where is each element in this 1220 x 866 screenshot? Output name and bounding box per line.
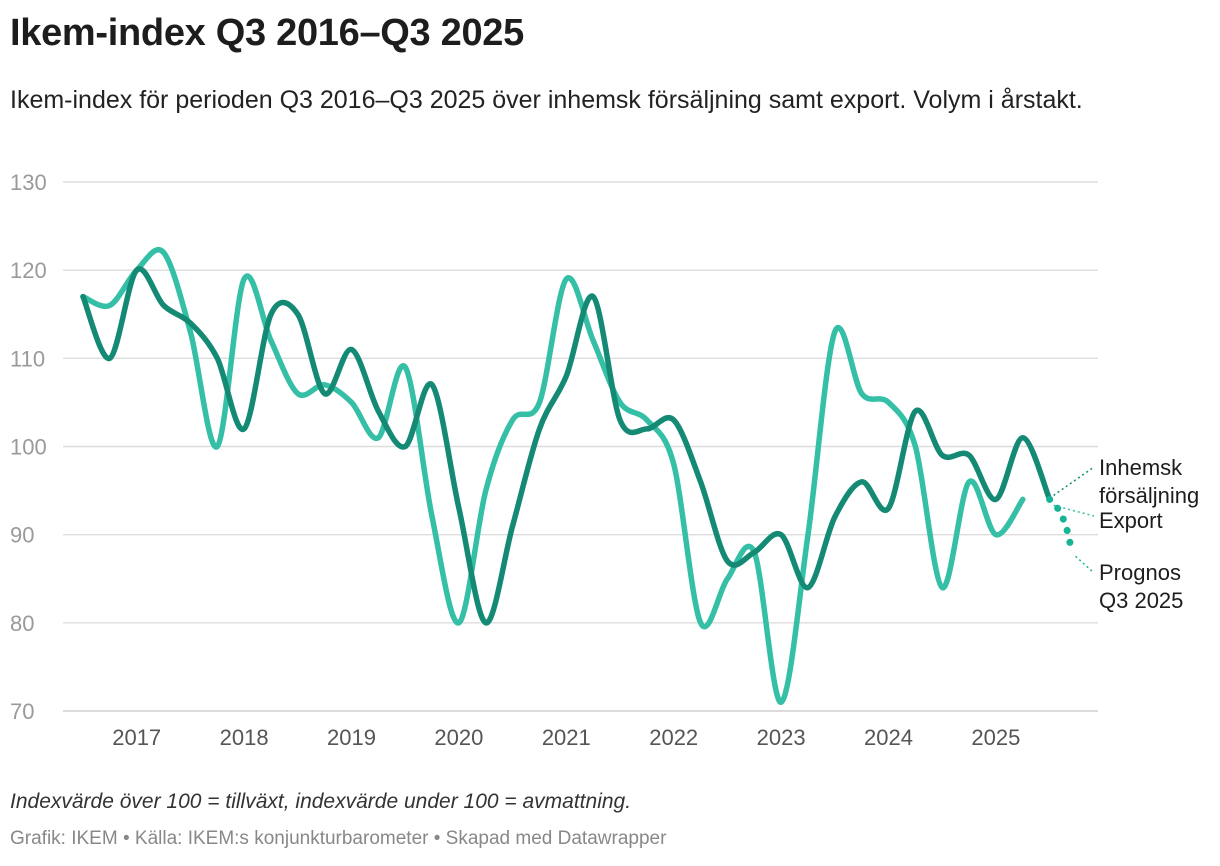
x-tick-2022: 2022: [649, 725, 698, 750]
label-inhemsk: Inhemsk försäljning: [1099, 455, 1199, 508]
leader-inhemsk: [1053, 466, 1095, 497]
label-prognos-line: Prognos: [1099, 560, 1181, 585]
label-prognos-line: Q3 2025: [1099, 588, 1183, 613]
chart-title: Ikem-index Q3 2016–Q3 2025: [10, 12, 524, 54]
series-lines: [80, 247, 1076, 705]
gridlines: [63, 181, 1098, 712]
x-tick-2019: 2019: [327, 725, 376, 750]
y-tick-130: 130: [10, 170, 47, 195]
y-axis-ticks: 70 80 90 100 110 120 130: [10, 170, 47, 724]
y-tick-110: 110: [10, 346, 45, 371]
x-axis-ticks: 2017 2018 2019 2020 2021 2022 2023 2024 2025: [112, 725, 1020, 750]
y-tick-120: 120: [10, 258, 47, 283]
series-line-export: [80, 247, 1026, 705]
y-tick-90: 90: [10, 523, 34, 548]
leader-export: [1053, 504, 1095, 517]
x-tick-2025: 2025: [971, 725, 1020, 750]
y-tick-80: 80: [10, 611, 34, 636]
x-tick-2021: 2021: [542, 725, 591, 750]
y-tick-70: 70: [10, 699, 34, 724]
chart-subtitle: Ikem-index för perioden Q3 2016–Q3 2025 …: [10, 86, 1083, 114]
label-export: Export: [1099, 508, 1163, 533]
x-tick-2018: 2018: [220, 725, 269, 750]
x-tick-2020: 2020: [434, 725, 483, 750]
x-tick-2024: 2024: [864, 725, 913, 750]
label-inhemsk-line: Inhemsk: [1099, 455, 1183, 480]
label-inhemsk-line: försäljning: [1099, 483, 1199, 508]
label-prognos: Prognos Q3 2025: [1099, 560, 1183, 613]
x-tick-2017: 2017: [112, 725, 161, 750]
series-line-prognos: [1046, 495, 1076, 556]
x-tick-2023: 2023: [757, 725, 806, 750]
y-tick-100: 100: [10, 435, 47, 460]
chart-source: Grafik: IKEM • Källa: IKEM:s konjunkturb…: [10, 828, 667, 849]
chart-note: Indexvärde över 100 = tillväxt, indexvär…: [10, 790, 632, 813]
leader-prognos: [1075, 555, 1095, 574]
series-line-inhemsk: [80, 266, 1053, 626]
